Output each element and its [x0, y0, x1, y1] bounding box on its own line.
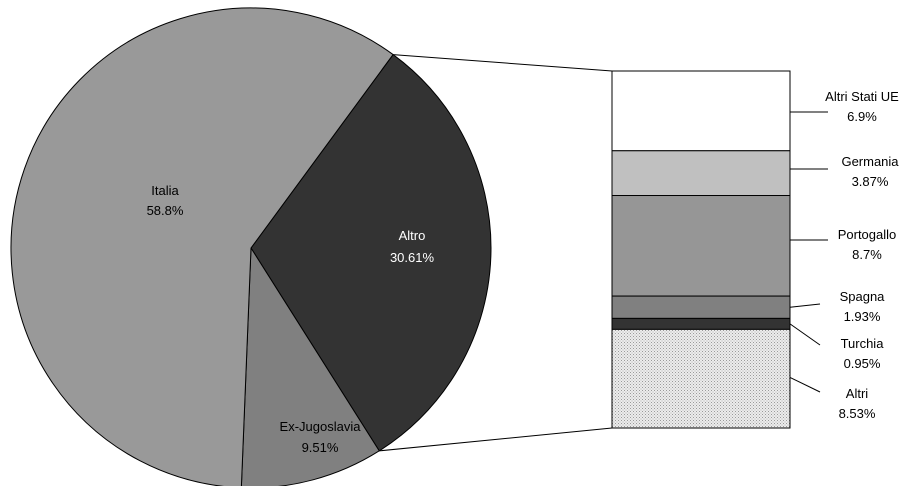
pie-label-altro: Altro	[399, 228, 426, 243]
pie	[10, 7, 492, 486]
bar-segment-turchia	[611, 317, 791, 330]
pie-label-italia: Italia	[151, 183, 179, 198]
stacked-bar	[611, 70, 791, 429]
pie-value-ex-jugoslavia: 9.51%	[302, 440, 339, 455]
bar-label-portogallo: Portogallo	[838, 227, 897, 242]
bar-value-germania: 3.87%	[852, 174, 889, 189]
bar-segment-altri-stati-ue	[611, 70, 791, 152]
pie-slice-altro	[250, 53, 492, 452]
pie-value-altro: 30.61%	[390, 250, 435, 265]
connector-line-bottom	[379, 427, 613, 452]
connector-lines	[379, 54, 613, 452]
leader-line-turchia	[789, 323, 821, 346]
pie-value-italia: 58.8%	[147, 203, 184, 218]
bar-label-altri: Altri	[846, 386, 869, 401]
bar-value-portogallo: 8.7%	[852, 247, 882, 262]
leader-line-spagna	[789, 303, 821, 308]
bar-label-altri-stati-ue: Altri Stati UE	[825, 89, 899, 104]
pie-label-ex-jugoslavia: Ex-Jugoslavia	[280, 419, 362, 434]
connector-line-top	[393, 54, 613, 72]
bar-segment-spagna	[611, 295, 791, 319]
bar-label-germania: Germania	[841, 154, 899, 169]
bar-value-spagna: 1.93%	[844, 309, 881, 324]
leader-line-altri	[789, 376, 821, 393]
bar-label-turchia: Turchia	[841, 336, 885, 351]
bar-segment-portogallo	[611, 195, 791, 297]
bar-value-altri: 8.53%	[839, 406, 876, 421]
bar-value-altri-stati-ue: 6.9%	[847, 109, 877, 124]
data-labels: Italia 58.8% Altro 30.61% Ex-Jugoslavia 9.51%…	[147, 89, 900, 455]
bar-segment-germania	[611, 150, 791, 197]
bar-segment-altri	[611, 328, 791, 429]
bar-value-turchia: 0.95%	[844, 356, 881, 371]
pie-slice-italia	[10, 7, 394, 486]
bar-label-spagna: Spagna	[840, 289, 886, 304]
pie-slice-ex-jugoslavia	[240, 246, 380, 486]
